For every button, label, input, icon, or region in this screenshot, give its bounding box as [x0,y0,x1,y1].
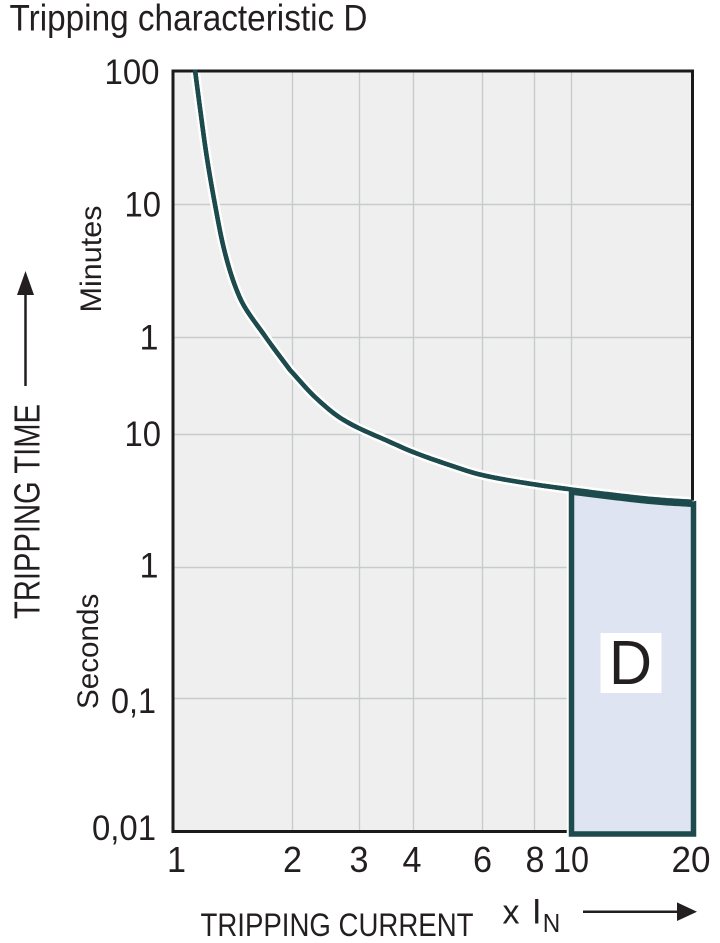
svg-text:10: 10 [125,414,162,454]
svg-text:100: 100 [105,52,160,92]
svg-text:I: I [532,893,542,932]
svg-text:TRIPPING TIME: TRIPPING TIME [7,404,48,619]
svg-text:0,1: 0,1 [111,681,156,721]
svg-text:TRIPPING CURRENT: TRIPPING CURRENT [201,907,474,943]
svg-text:x: x [503,894,520,932]
svg-text:1: 1 [140,318,159,358]
svg-text:4: 4 [403,839,422,880]
svg-text:1: 1 [167,839,186,880]
svg-text:D: D [609,629,652,698]
svg-text:10: 10 [125,185,162,225]
svg-text:3: 3 [350,839,369,880]
svg-text:1: 1 [140,546,159,586]
svg-text:20: 20 [672,839,711,880]
svg-text:6: 6 [473,839,492,880]
svg-text:10: 10 [553,839,589,880]
svg-text:Tripping characteristic D: Tripping characteristic D [10,0,368,39]
svg-text:N: N [543,908,561,938]
svg-text:Seconds: Seconds [72,594,105,709]
svg-text:2: 2 [283,839,302,880]
svg-text:Minutes: Minutes [75,206,108,313]
svg-text:8: 8 [526,839,545,880]
svg-text:0,01: 0,01 [92,808,156,848]
